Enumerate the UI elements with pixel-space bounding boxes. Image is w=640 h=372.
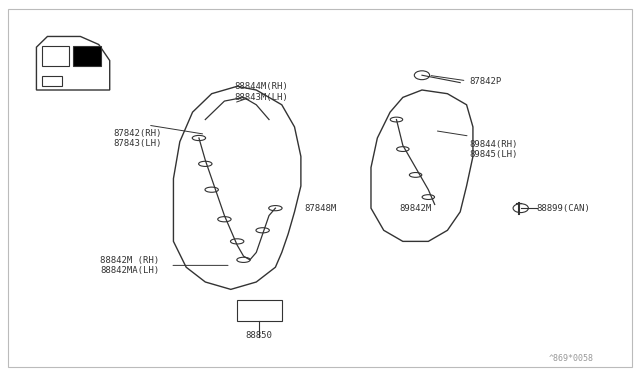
Text: 88850: 88850 xyxy=(246,331,273,340)
Bar xyxy=(42,45,69,66)
Text: 87842(RH)
87843(LH): 87842(RH) 87843(LH) xyxy=(113,129,161,148)
Text: 87848M: 87848M xyxy=(304,203,336,213)
Text: 87842P: 87842P xyxy=(470,77,502,86)
Text: 88844M(RH)
88843M(LH): 88844M(RH) 88843M(LH) xyxy=(234,83,288,102)
Text: ^869*0058: ^869*0058 xyxy=(549,354,594,363)
Text: 89844(RH)
89845(LH): 89844(RH) 89845(LH) xyxy=(470,140,518,159)
Bar xyxy=(73,45,101,66)
Text: 89842M: 89842M xyxy=(399,203,432,213)
Text: 88842M (RH)
88842MA(LH): 88842M (RH) 88842MA(LH) xyxy=(100,256,159,275)
Text: 88899(CAN): 88899(CAN) xyxy=(537,203,591,213)
Bar xyxy=(237,301,282,321)
Bar xyxy=(42,76,62,86)
